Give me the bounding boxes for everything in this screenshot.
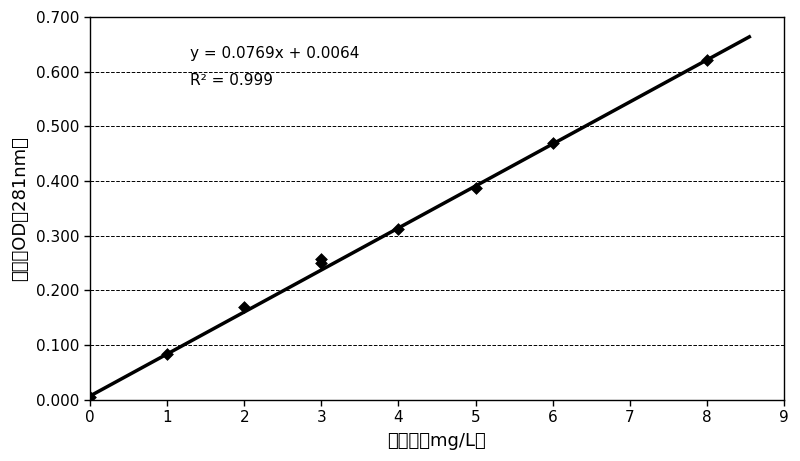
Point (546, 139, 559, 147)
Point (701, 56, 714, 64)
Point (469, 184, 482, 191)
Text: y = 0.0769x + 0.0064: y = 0.0769x + 0.0064 (190, 46, 359, 61)
Point (83, 394, 96, 401)
X-axis label: 多菌灵（mg/L）: 多菌灵（mg/L） (388, 432, 486, 450)
Text: R² = 0.999: R² = 0.999 (190, 73, 274, 89)
Point (161, 350, 174, 358)
Point (315, 259, 328, 266)
Point (392, 225, 405, 232)
Point (238, 303, 250, 310)
Y-axis label: 光密度OD（281nm）: 光密度OD（281nm） (11, 136, 29, 281)
Point (315, 255, 328, 263)
